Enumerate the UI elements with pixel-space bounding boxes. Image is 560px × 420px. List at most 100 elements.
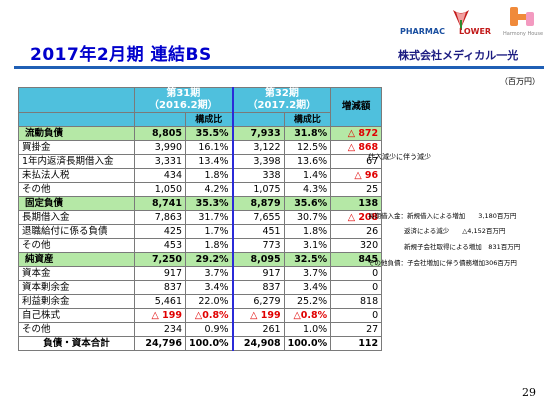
cell-p31-ratio: 13.4%: [184, 154, 234, 169]
cell-diff: 26: [330, 224, 383, 239]
cell-p32-ratio: 13.6%: [283, 154, 332, 169]
cell-p31-ratio: 31.7%: [184, 210, 234, 225]
cell-p31-ratio: 35.3%: [184, 196, 234, 211]
cell-p32-ratio: 3.1%: [283, 238, 332, 253]
cell-p32-value: 261: [231, 322, 285, 337]
cell-diff: △ 96: [330, 168, 383, 183]
table-row: 退職給付に係る負債 425 1.7% 451 1.8% 26: [18, 224, 383, 239]
harmony-logo-text: Harmony House: [503, 31, 544, 37]
lower-logo-text: LOWER: [459, 27, 492, 36]
cell-p31-ratio: 29.2%: [184, 252, 234, 267]
cell-p32-value: 3,398: [231, 154, 285, 169]
pharmac-logo-text: PHARMAC: [400, 27, 445, 36]
table-row: 利益剰余金 5,461 22.0% 6,279 25.2% 818: [18, 294, 383, 309]
cell-p32-value: 8,879: [231, 196, 285, 211]
table-row: 自己株式 △ 199 △0.8% △ 199 △0.8% 0: [18, 308, 383, 323]
cell-diff: 0: [330, 266, 383, 281]
table-row: その他 1,050 4.2% 1,075 4.3% 25: [18, 182, 383, 197]
note-purchase: 仕入減少に伴う減少: [368, 153, 431, 161]
unit-label: （百万円）: [500, 77, 540, 86]
cell-p32-value: 3,122: [231, 140, 285, 155]
balance-sheet-table: 第31期 （2016.2期） 第32期 （2017.2期） 増減額 構成比 構成比 …: [18, 87, 383, 351]
cell-p31-value: 837: [134, 280, 186, 295]
cell-p31-ratio: 22.0%: [184, 294, 234, 309]
cell-p32-ratio: 1.0%: [283, 322, 332, 337]
cell-p32-ratio: 30.7%: [283, 210, 332, 225]
cell-p31-ratio: 3.7%: [184, 266, 234, 281]
table-row: 資本剰余金 837 3.4% 837 3.4% 0: [18, 280, 383, 295]
hdr-blank-2: [18, 112, 135, 127]
page-title: 2017年2月期 連結BS: [30, 45, 212, 65]
cell-diff: 112: [330, 336, 383, 351]
cell-p32-ratio: 32.5%: [283, 252, 332, 267]
row-label: 長期借入金: [18, 210, 135, 225]
table-row: 資本金 917 3.7% 917 3.7% 0: [18, 266, 383, 281]
cell-diff: 25: [330, 182, 383, 197]
hdr-period-31: 第31期 （2016.2期）: [133, 87, 234, 113]
cell-diff: 818: [330, 294, 383, 309]
hdr-blank-3: [134, 112, 186, 127]
cell-p31-value: 8,741: [134, 196, 186, 211]
row-label: 利益剰余金: [18, 294, 135, 309]
cell-p32-value: 773: [231, 238, 285, 253]
cell-p31-ratio: △0.8%: [184, 308, 234, 323]
row-label: 退職給付に係る負債: [18, 224, 135, 239]
row-label: 純資産: [18, 252, 135, 267]
note-subsidiary: 新規子会社取得による増加 831百万円: [404, 243, 521, 251]
cell-p32-ratio: 3.4%: [283, 280, 332, 295]
cell-p32-ratio: 1.8%: [283, 224, 332, 239]
flower-logo-icon: [453, 10, 469, 30]
cell-p31-value: 7,863: [134, 210, 186, 225]
company-name: 株式会社メディカル一光: [398, 49, 519, 62]
row-label: 資本剰余金: [18, 280, 135, 295]
cell-p31-ratio: 4.2%: [184, 182, 234, 197]
cell-p31-value: 425: [134, 224, 186, 239]
hdr-diff: 増減額: [330, 87, 383, 127]
cell-p31-value: 434: [134, 168, 186, 183]
hdr-blank-1: [18, 87, 135, 113]
table-row: その他 234 0.9% 261 1.0% 27: [18, 322, 383, 337]
page-number: 29: [522, 386, 536, 399]
cell-p32-ratio: 100.0%: [283, 336, 332, 351]
cell-diff: △ 872: [330, 126, 383, 141]
cell-p32-value: 1,075: [231, 182, 285, 197]
cell-p32-ratio: 3.7%: [283, 266, 332, 281]
cell-p31-ratio: 3.4%: [184, 280, 234, 295]
cell-p32-ratio: △0.8%: [283, 308, 332, 323]
cell-p31-value: 1,050: [134, 182, 186, 197]
cell-p31-ratio: 1.8%: [184, 238, 234, 253]
harmony-house-logo-icon: [510, 7, 534, 26]
table-row: 長期借入金 7,863 31.7% 7,655 30.7% △ 208: [18, 210, 383, 225]
cell-p32-value: △ 199: [231, 308, 285, 323]
table-row: 未払法人税 434 1.8% 338 1.4% △ 96: [18, 168, 383, 183]
note-long-term-borrowing: 長期借入金：新規借入による増加 3,180百万円: [368, 212, 517, 220]
cell-p31-value: 5,461: [134, 294, 186, 309]
cell-p31-value: 3,331: [134, 154, 186, 169]
row-label: その他: [18, 182, 135, 197]
cell-p31-value: 917: [134, 266, 186, 281]
cell-p32-ratio: 25.2%: [283, 294, 332, 309]
cell-p32-value: 837: [231, 280, 285, 295]
cell-p32-value: 451: [231, 224, 285, 239]
row-label: 1年内返済長期借入金: [18, 154, 135, 169]
cell-p32-value: 6,279: [231, 294, 285, 309]
row-label: 未払法人税: [18, 168, 135, 183]
cell-p32-value: 24,908: [231, 336, 285, 351]
cell-diff: 0: [330, 280, 383, 295]
cell-diff: 845: [330, 252, 383, 267]
cell-diff: 320: [330, 238, 383, 253]
cell-p32-ratio: 35.6%: [283, 196, 332, 211]
cell-diff: 138: [330, 196, 383, 211]
row-label: 自己株式: [18, 308, 135, 323]
cell-p32-value: 7,655: [231, 210, 285, 225]
table-row: 負債・資本合計 24,796 100.0% 24,908 100.0% 112: [18, 336, 383, 351]
table-body: 流動負債 8,805 35.5% 7,933 31.8% △ 872 買掛金 3,990 16.…: [18, 126, 383, 351]
cell-p31-value: 7,250: [134, 252, 186, 267]
hdr-period-32: 第32期 （2017.2期）: [231, 87, 332, 113]
cell-p32-value: 8,095: [231, 252, 285, 267]
cell-p32-ratio: 31.8%: [283, 126, 332, 141]
cell-p31-ratio: 100.0%: [184, 336, 234, 351]
table-row: 固定負債 8,741 35.3% 8,879 35.6% 138: [18, 196, 383, 211]
cell-diff: 27: [330, 322, 383, 337]
cell-p31-value: △ 199: [134, 308, 186, 323]
